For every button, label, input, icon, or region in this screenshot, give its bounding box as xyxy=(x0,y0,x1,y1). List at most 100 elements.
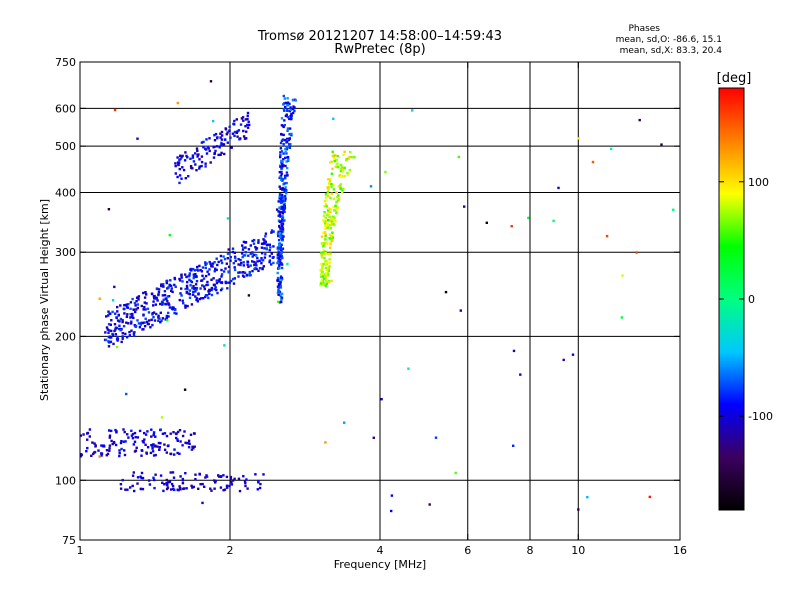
data-point xyxy=(280,263,284,266)
data-point xyxy=(215,257,218,260)
data-point xyxy=(112,440,116,444)
data-point xyxy=(242,240,246,244)
data-point xyxy=(133,431,137,435)
data-point xyxy=(212,277,215,280)
data-point xyxy=(179,440,182,443)
data-point xyxy=(221,143,224,146)
data-point xyxy=(327,267,330,270)
data-point xyxy=(217,260,220,264)
data-point xyxy=(276,279,279,282)
data-point xyxy=(341,191,344,194)
data-point xyxy=(141,487,145,491)
x-tick-label: 6 xyxy=(464,544,471,557)
data-point xyxy=(279,176,282,179)
data-point xyxy=(327,188,330,191)
data-point xyxy=(249,264,252,267)
data-point xyxy=(214,286,217,289)
data-point xyxy=(264,242,267,245)
data-point xyxy=(191,445,194,448)
data-point xyxy=(141,321,144,325)
data-point xyxy=(206,270,209,273)
data-point xyxy=(280,170,283,174)
data-point xyxy=(209,262,212,266)
data-point xyxy=(174,162,177,165)
data-point xyxy=(102,444,105,447)
data-point xyxy=(330,192,333,195)
data-point xyxy=(93,451,96,454)
data-point xyxy=(263,239,266,242)
data-point xyxy=(255,264,258,267)
data-point xyxy=(277,290,280,293)
data-point xyxy=(165,434,169,438)
data-point xyxy=(163,302,167,306)
data-point xyxy=(281,222,285,225)
data-point xyxy=(114,428,117,432)
data-point xyxy=(214,481,217,484)
data-point xyxy=(278,224,281,228)
data-point xyxy=(176,430,180,434)
data-point xyxy=(279,215,282,218)
data-point xyxy=(331,150,334,153)
data-point xyxy=(278,231,282,235)
data-point xyxy=(282,198,286,201)
data-point xyxy=(329,207,332,211)
data-point xyxy=(244,481,247,485)
data-point xyxy=(335,191,338,194)
data-point xyxy=(165,314,169,318)
data-point xyxy=(204,476,207,479)
data-point xyxy=(280,251,283,254)
data-point xyxy=(146,446,150,449)
data-point xyxy=(281,214,284,218)
data-point xyxy=(129,316,132,319)
data-point xyxy=(237,275,240,278)
data-point xyxy=(144,308,147,311)
data-point xyxy=(234,256,237,260)
data-point xyxy=(262,473,265,476)
data-point xyxy=(133,301,137,305)
data-point xyxy=(165,487,169,491)
data-point xyxy=(106,328,109,331)
data-point xyxy=(244,246,247,249)
data-point xyxy=(234,259,237,263)
colorbar-tick-label: 100 xyxy=(748,176,769,189)
data-point xyxy=(167,295,171,298)
data-point xyxy=(289,143,292,146)
data-point xyxy=(283,123,286,127)
data-point xyxy=(86,446,89,450)
data-point xyxy=(121,319,124,322)
data-point xyxy=(279,230,282,233)
data-point xyxy=(343,166,346,170)
data-point xyxy=(229,259,232,262)
data-point xyxy=(231,250,235,254)
data-point xyxy=(552,219,555,223)
data-point xyxy=(166,295,169,298)
data-point xyxy=(329,161,332,164)
data-point xyxy=(143,438,146,441)
data-point xyxy=(161,294,165,297)
data-point xyxy=(286,166,289,170)
data-point xyxy=(280,300,283,304)
data-point xyxy=(345,158,348,162)
data-point xyxy=(151,323,154,327)
data-point xyxy=(161,432,165,435)
data-point xyxy=(262,241,266,245)
data-point xyxy=(174,285,177,288)
data-point xyxy=(174,308,177,312)
data-point xyxy=(104,338,108,342)
data-point xyxy=(281,216,285,219)
data-point xyxy=(160,319,163,322)
data-point xyxy=(263,256,267,259)
data-point xyxy=(244,251,247,254)
data-point xyxy=(123,449,126,452)
data-point xyxy=(353,156,356,159)
data-point xyxy=(272,261,275,265)
data-point xyxy=(334,165,337,169)
data-point xyxy=(605,234,609,238)
data-point xyxy=(176,438,179,441)
data-point xyxy=(108,449,111,452)
data-point xyxy=(189,284,192,287)
data-point xyxy=(332,155,335,158)
data-point xyxy=(198,264,201,268)
data-point xyxy=(197,153,200,156)
data-point xyxy=(239,258,242,262)
